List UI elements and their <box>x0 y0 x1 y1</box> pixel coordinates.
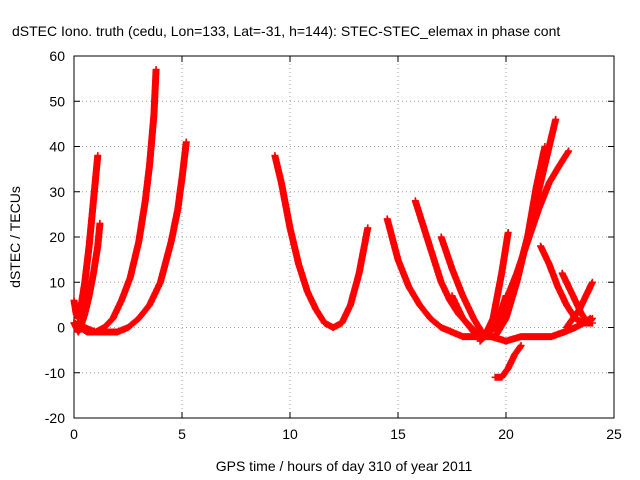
y-tick-label: 60 <box>49 48 65 64</box>
x-tick-label: 0 <box>70 426 78 442</box>
y-axis-label: dSTEC / TECUs <box>7 186 23 288</box>
data-points <box>70 138 190 336</box>
x-axis-label: GPS time / hours of day 310 of year 2011 <box>216 458 473 474</box>
y-tick-label: -10 <box>45 365 65 381</box>
data-series-1 <box>70 152 102 322</box>
x-tick-label: 5 <box>178 426 186 442</box>
y-tick-label: 0 <box>57 320 65 336</box>
x-tick-label: 15 <box>390 426 406 442</box>
data-series-10 <box>476 147 573 345</box>
data-series-5 <box>271 152 372 331</box>
data-points <box>70 152 102 322</box>
data-points <box>563 278 596 331</box>
data-series-11 <box>491 342 525 381</box>
data-points <box>476 147 573 345</box>
data-points <box>271 152 372 331</box>
x-tick-label: 10 <box>282 426 298 442</box>
y-tick-label: 20 <box>49 229 65 245</box>
y-tick-label: 50 <box>49 93 65 109</box>
tick-labels: 0 5 10 15 20 25 -20 -10 0 10 20 30 40 50 60 <box>45 48 622 442</box>
data-series <box>70 66 596 381</box>
x-tick-label: 25 <box>606 426 622 442</box>
y-tick-label: -20 <box>45 410 65 426</box>
y-tick-label: 40 <box>49 139 65 155</box>
y-tick-label: 10 <box>49 274 65 290</box>
data-series-15 <box>563 278 596 331</box>
data-series-4 <box>70 138 190 336</box>
data-points <box>491 342 525 381</box>
chart-title: dSTEC Iono. truth (cedu, Lon=133, Lat=-3… <box>12 23 560 39</box>
plot-frame <box>73 55 615 419</box>
x-tick-label: 20 <box>498 426 514 442</box>
y-tick-label: 30 <box>49 184 65 200</box>
